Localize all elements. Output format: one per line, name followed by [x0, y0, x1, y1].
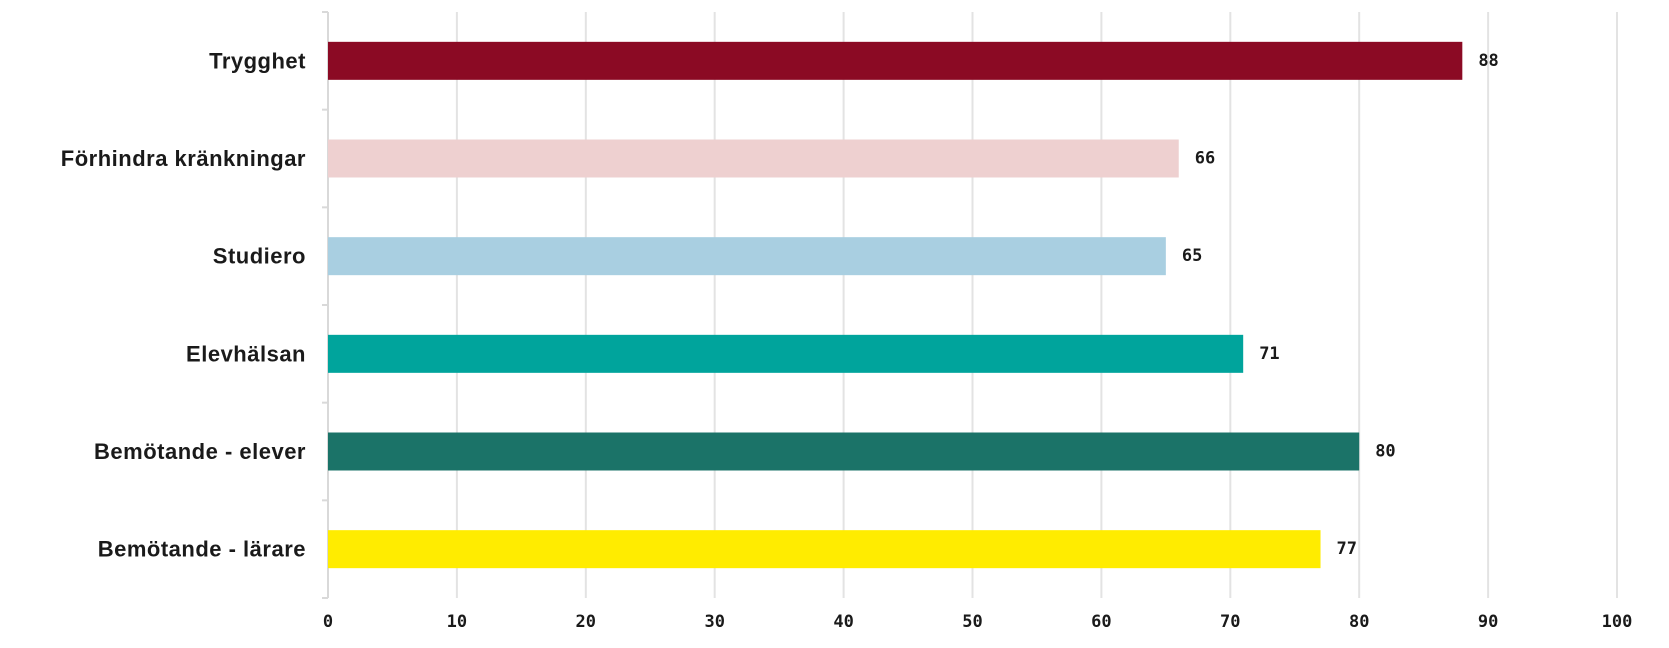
x-tick-label: 0	[323, 612, 333, 632]
x-tick-label: 30	[704, 612, 724, 632]
category-label: Studiero	[213, 244, 306, 269]
y-axis	[322, 11, 329, 599]
x-tick-label: 20	[576, 612, 596, 632]
x-tick-label: 50	[962, 612, 982, 632]
category-label: Bemötande - lärare	[98, 537, 306, 562]
x-tick-label: 80	[1349, 612, 1369, 632]
category-label: Bemötande - elever	[94, 439, 306, 464]
category-label: Elevhälsan	[186, 341, 306, 366]
x-tick-label: 100	[1602, 612, 1633, 632]
bar-2	[328, 139, 1179, 178]
x-tick-label: 40	[833, 612, 853, 632]
category-labels: Trygghet Förhindra kränkningar Studiero Ele…	[61, 48, 306, 561]
x-tick-label: 10	[447, 612, 467, 632]
value-labels: 88 66 65 71 80 77	[1182, 51, 1499, 559]
bars	[328, 41, 1463, 569]
data-label: 80	[1375, 442, 1395, 462]
x-tick-label: 70	[1220, 612, 1240, 632]
data-label: 65	[1182, 246, 1202, 266]
data-label: 66	[1195, 149, 1215, 169]
x-tick-label: 90	[1478, 612, 1498, 632]
grid-lines	[455, 12, 1618, 598]
data-label: 88	[1478, 51, 1498, 71]
bar-1	[328, 41, 1463, 80]
x-tick-labels: 0 10 20 30 40 50 60 70 80 90 100	[323, 612, 1632, 632]
bar-3	[328, 237, 1166, 276]
category-label: Trygghet	[209, 48, 306, 73]
bar-4	[328, 334, 1244, 373]
bar-5	[328, 432, 1360, 471]
x-tick-label: 60	[1091, 612, 1111, 632]
bar-6	[328, 530, 1321, 569]
data-label: 71	[1259, 344, 1279, 364]
data-label: 77	[1337, 539, 1357, 559]
category-label: Förhindra kränkningar	[61, 146, 306, 171]
